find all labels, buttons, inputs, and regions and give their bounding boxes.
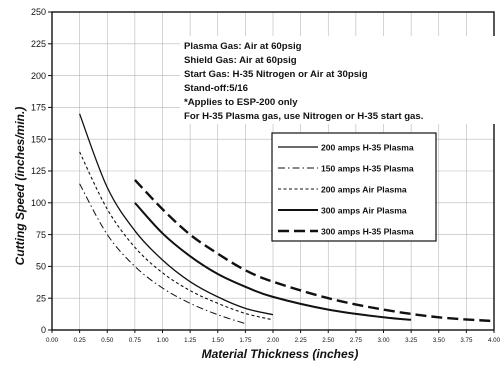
legend-label-5: 300 amps H-35 Plasma <box>321 226 414 236</box>
note-applies-to: *Applies to ESP-200 only <box>184 97 298 108</box>
note-stand-off: Stand-off:5/16 <box>184 83 248 94</box>
y-tick-label: 25 <box>36 293 46 303</box>
series-line-2 <box>79 183 246 325</box>
series-line-1 <box>78 113 274 316</box>
series-line-4 <box>134 202 412 321</box>
x-tick-label: 0.75 <box>129 337 142 344</box>
x-tick-label: 0.50 <box>101 337 114 344</box>
y-tick-label: 200 <box>31 71 46 81</box>
y-tick-label: 250 <box>31 7 46 17</box>
x-tick-label: 1.00 <box>156 337 169 344</box>
x-tick-label: 4.00 <box>488 337 500 344</box>
note-plasma-gas: Plasma Gas: Air at 60psig <box>184 41 302 52</box>
legend-label-2: 150 amps H-35 Plasma <box>321 163 414 173</box>
x-tick-label: 3.00 <box>377 337 390 344</box>
note-start-gas: Start Gas: H-35 Nitrogen or Air at 30psi… <box>184 69 368 80</box>
x-tick-label: 0.25 <box>74 337 87 344</box>
legend-label-4: 300 amps Air Plasma <box>321 205 407 215</box>
legend-label-1: 200 amps H-35 Plasma <box>321 142 414 152</box>
legend: 200 amps H-35 Plasma 150 amps H-35 Plasma… <box>271 132 437 242</box>
y-tick-label: 125 <box>31 166 46 176</box>
x-tick-label: 3.25 <box>405 337 418 344</box>
series-line-3 <box>79 151 274 321</box>
x-tick-label: 2.75 <box>350 337 363 344</box>
x-tick-label: 3.75 <box>460 337 473 344</box>
y-tick-label: 225 <box>31 39 46 49</box>
axes: 0 25 50 75 100 125 150 175 200 225 250 0.00 0.25 0.50… <box>31 7 500 344</box>
x-axis-title: Material Thickness (inches) <box>202 347 359 361</box>
x-tick-label: 2.25 <box>295 337 308 344</box>
y-axis-title: Cutting Speed (inches/min.) <box>13 107 27 266</box>
x-tick-label: 1.25 <box>184 337 197 344</box>
x-tick-label: 1.75 <box>239 337 252 344</box>
notes-background <box>180 36 498 124</box>
note-shield-gas: Shield Gas: Air at 60psig <box>184 55 297 66</box>
note-h35-usage: For H-35 Plasma gas, use Nitrogen or H-3… <box>184 111 423 122</box>
x-tick-label: 2.50 <box>322 337 335 344</box>
legend-label-3: 200 amps Air Plasma <box>321 184 407 194</box>
x-tick-label: 0.00 <box>46 337 59 344</box>
y-tick-label: 0 <box>41 325 46 335</box>
y-tick-label: 175 <box>31 103 46 113</box>
notes-block: Plasma Gas: Air at 60psig Shield Gas: Ai… <box>180 36 498 124</box>
y-tick-label: 100 <box>31 198 46 208</box>
y-tick-label: 75 <box>36 230 46 240</box>
y-tick-label: 50 <box>36 262 46 272</box>
legend-box <box>271 132 437 242</box>
y-tick-label: 150 <box>31 134 46 144</box>
x-tick-label: 2.00 <box>267 337 280 344</box>
x-tick-label: 1.50 <box>212 337 225 344</box>
x-tick-label: 3.50 <box>433 337 446 344</box>
series-lines <box>78 113 495 325</box>
